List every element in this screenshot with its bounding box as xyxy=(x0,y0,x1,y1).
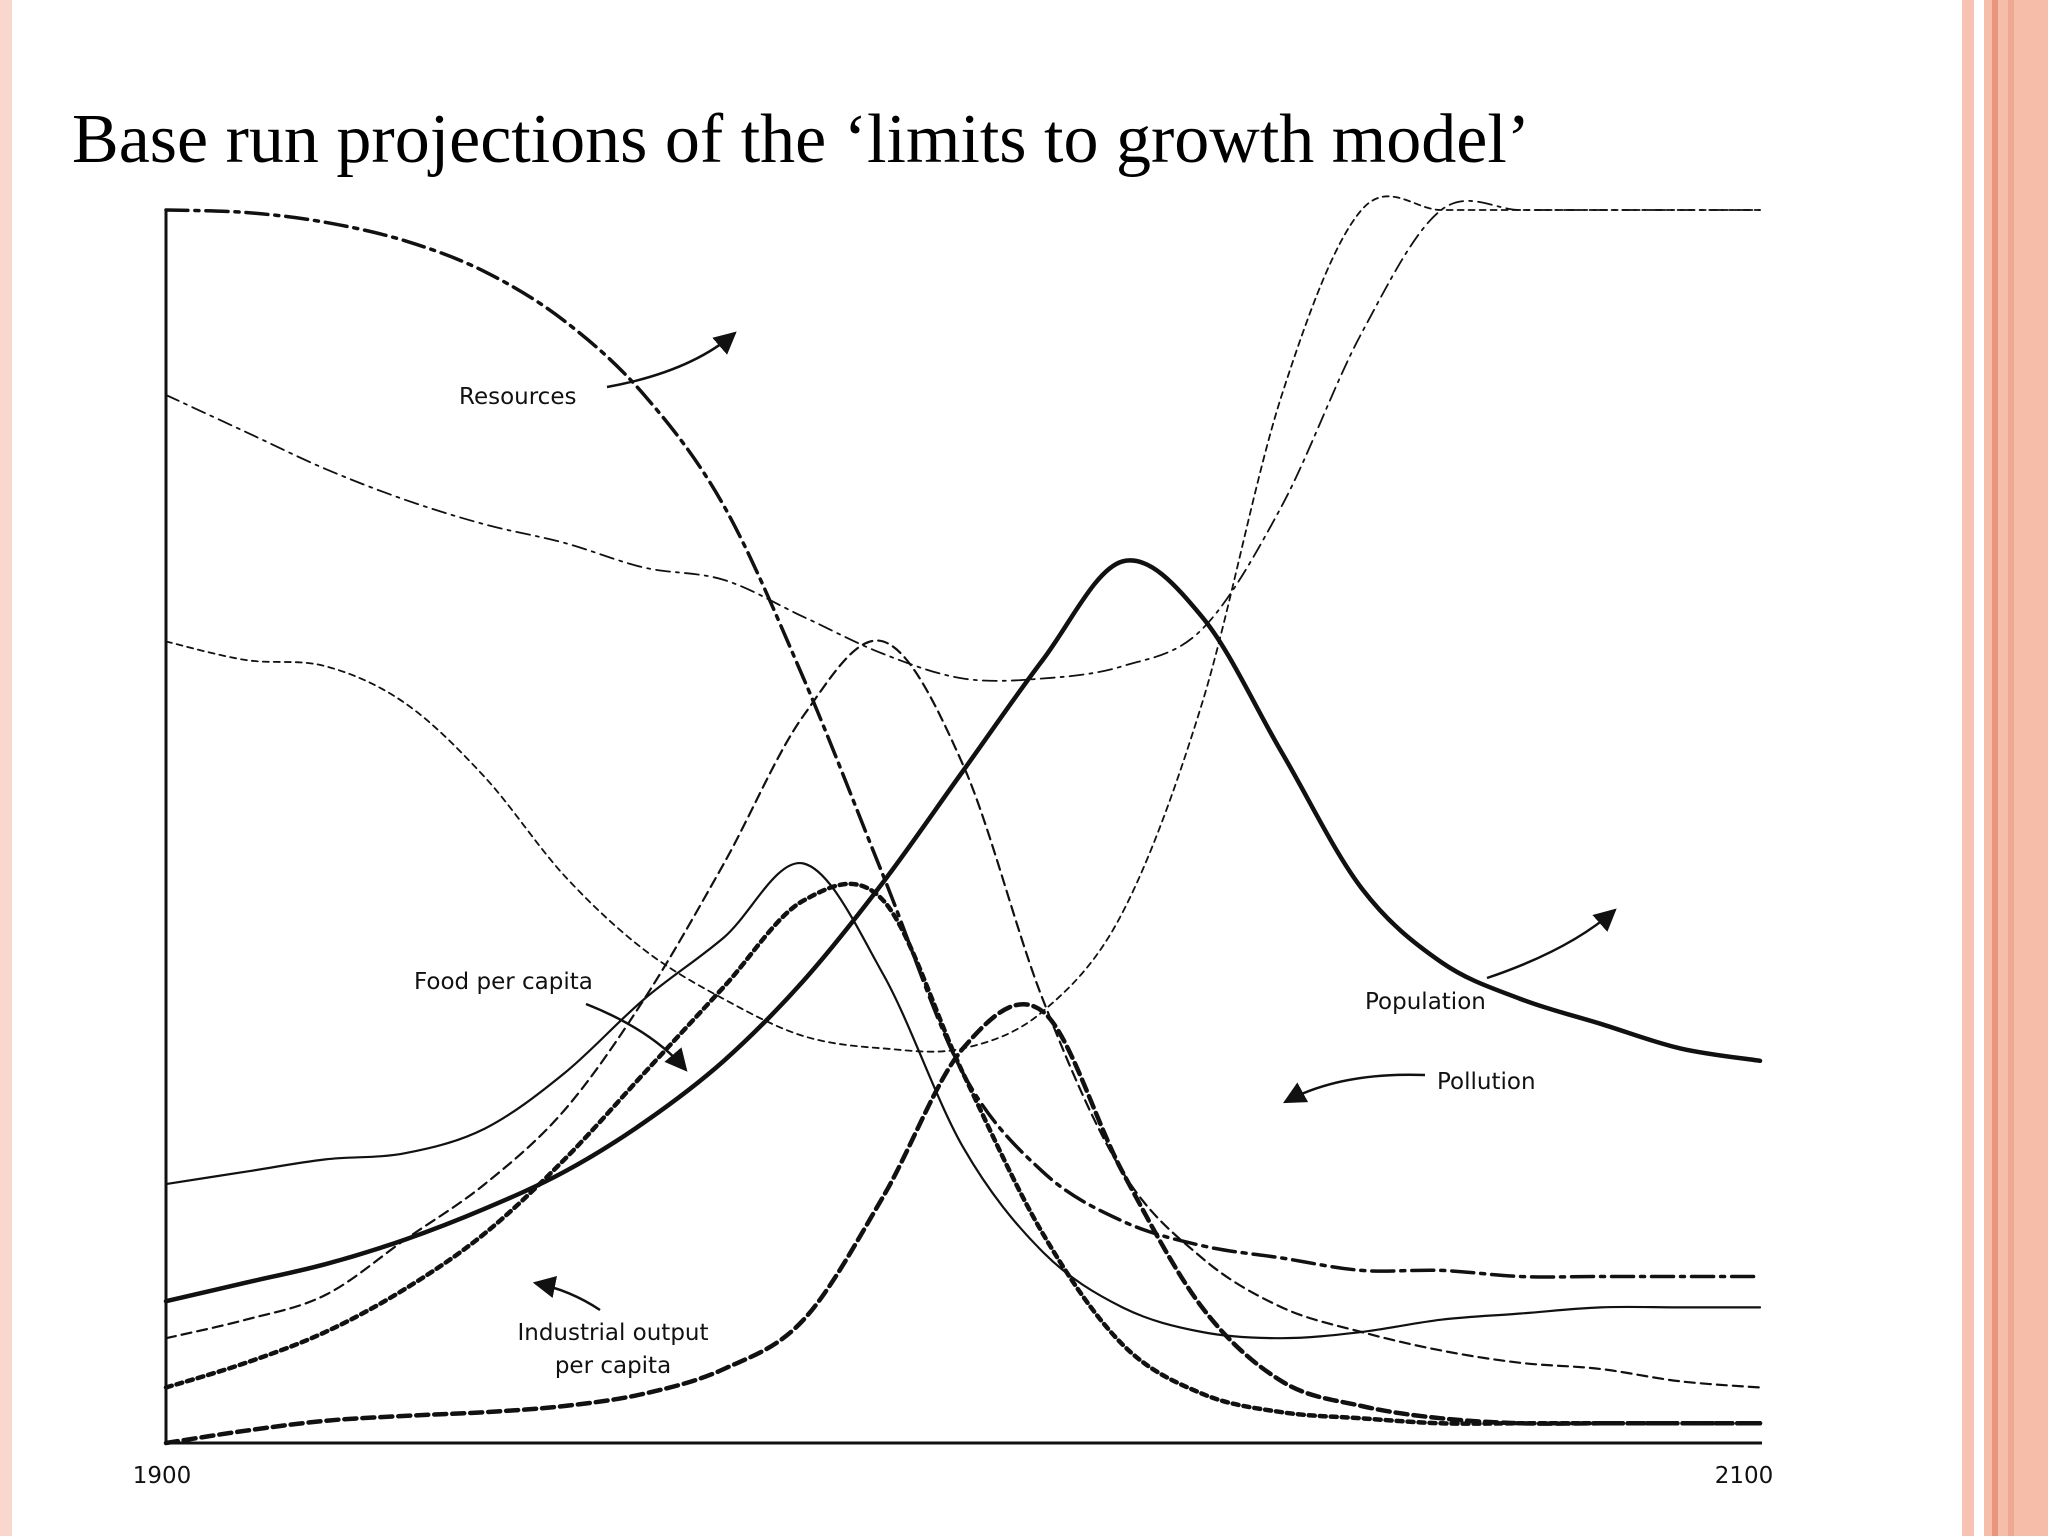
food-label-arrow xyxy=(585,1002,688,1072)
series-label-pollution: Pollution xyxy=(1437,1069,1536,1095)
right-accent-line-dark xyxy=(1992,0,1998,1536)
series-line-unlabeled-7 xyxy=(164,639,1762,1389)
series-line-industrial-output-per-capita xyxy=(163,881,1763,1426)
x-tick-label-start: 1900 xyxy=(133,1463,192,1489)
series-line-resources xyxy=(164,208,1762,1279)
series-line-unlabeled-6 xyxy=(165,195,1761,1053)
series-label-resources: Resources xyxy=(459,384,576,410)
series-label-industrial-output-line2: per capita xyxy=(555,1353,671,1379)
population-label-arrow xyxy=(1486,908,1617,980)
left-edge-decoration xyxy=(0,0,12,1536)
series-label-food-per-capita: Food per capita xyxy=(414,969,593,995)
series-line-pollution xyxy=(163,1002,1763,1446)
industrial-label-arrow xyxy=(532,1275,601,1312)
right-accent-stripe xyxy=(1962,0,1974,1536)
series-label-industrial-output-line1: Industrial output xyxy=(517,1320,708,1346)
series-label-population: Population xyxy=(1365,989,1486,1015)
slide-title: Base run projections of the ‘limits to g… xyxy=(72,101,1531,178)
series-line-population xyxy=(163,558,1763,1304)
resources-label-arrow xyxy=(606,331,737,389)
series-line-food-per-capita xyxy=(164,862,1762,1340)
series-line-unlabeled-5 xyxy=(165,200,1761,682)
right-accent-line xyxy=(2008,0,2014,1536)
x-tick-label-end: 2100 xyxy=(1715,1463,1774,1489)
pollution-label-arrow xyxy=(1283,1073,1426,1104)
